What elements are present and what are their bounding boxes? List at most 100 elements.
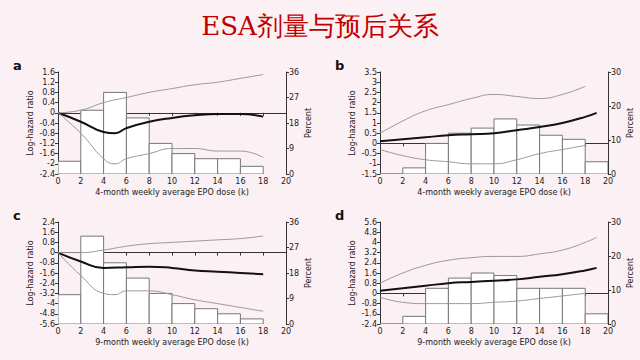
svg-text:4: 4 bbox=[101, 327, 106, 336]
svg-text:-2.4: -2.4 bbox=[39, 170, 55, 179]
svg-text:1: 1 bbox=[372, 119, 377, 128]
svg-text:8: 8 bbox=[469, 327, 474, 336]
svg-text:1.2: 1.2 bbox=[42, 78, 55, 87]
svg-text:27: 27 bbox=[289, 243, 299, 252]
svg-text:ESA剂量与预后关系: ESA剂量与预后关系 bbox=[201, 11, 439, 41]
svg-text:9-month weekly average EPO dos: 9-month weekly average EPO dose (k) bbox=[417, 338, 571, 347]
svg-text:Percent: Percent bbox=[626, 258, 635, 288]
svg-text:1.6: 1.6 bbox=[364, 269, 377, 278]
svg-text:27: 27 bbox=[289, 93, 299, 102]
svg-text:0: 0 bbox=[55, 177, 60, 186]
svg-text:4: 4 bbox=[101, 177, 106, 186]
svg-text:0.4: 0.4 bbox=[42, 98, 55, 107]
svg-text:6: 6 bbox=[124, 327, 129, 336]
svg-text:b: b bbox=[335, 58, 344, 73]
svg-text:18: 18 bbox=[580, 177, 590, 186]
svg-text:8: 8 bbox=[147, 177, 152, 186]
svg-text:2: 2 bbox=[372, 98, 377, 107]
svg-text:2: 2 bbox=[400, 327, 405, 336]
svg-text:Percent: Percent bbox=[304, 258, 313, 288]
svg-text:10: 10 bbox=[489, 177, 499, 186]
svg-text:Percent: Percent bbox=[626, 108, 635, 138]
svg-text:6: 6 bbox=[124, 177, 129, 186]
svg-text:a: a bbox=[13, 58, 22, 73]
svg-text:Percent: Percent bbox=[304, 108, 313, 138]
svg-text:14: 14 bbox=[535, 327, 545, 336]
svg-text:1.6: 1.6 bbox=[42, 228, 55, 237]
svg-text:2.4: 2.4 bbox=[364, 258, 377, 267]
svg-text:9: 9 bbox=[289, 294, 294, 303]
svg-text:3.5: 3.5 bbox=[364, 68, 377, 77]
svg-text:2: 2 bbox=[78, 177, 83, 186]
svg-text:14: 14 bbox=[213, 177, 223, 186]
svg-text:10: 10 bbox=[489, 327, 499, 336]
svg-text:0: 0 bbox=[50, 248, 55, 257]
svg-text:18: 18 bbox=[289, 119, 299, 128]
svg-text:3: 3 bbox=[372, 78, 377, 87]
svg-text:-0.8: -0.8 bbox=[39, 258, 55, 267]
svg-text:20: 20 bbox=[281, 327, 291, 336]
svg-text:-4.8: -4.8 bbox=[39, 309, 55, 318]
svg-text:9: 9 bbox=[289, 144, 294, 153]
svg-text:36: 36 bbox=[289, 218, 299, 227]
svg-text:-2: -2 bbox=[47, 159, 55, 168]
svg-text:-0.5: -0.5 bbox=[361, 149, 377, 158]
svg-text:-1.5: -1.5 bbox=[361, 170, 377, 179]
svg-text:10: 10 bbox=[611, 286, 621, 295]
svg-text:9-month weekly average EPO dos: 9-month weekly average EPO dose (k) bbox=[95, 338, 249, 347]
svg-text:5.6: 5.6 bbox=[364, 218, 377, 227]
svg-text:30: 30 bbox=[611, 218, 621, 227]
svg-text:14: 14 bbox=[535, 177, 545, 186]
svg-text:6: 6 bbox=[446, 327, 451, 336]
svg-text:30: 30 bbox=[611, 68, 621, 77]
svg-text:-3.2: -3.2 bbox=[39, 289, 55, 298]
svg-text:Log-hazard ratio: Log-hazard ratio bbox=[348, 240, 357, 306]
svg-text:0.8: 0.8 bbox=[364, 279, 377, 288]
svg-text:4-month weekly average EPO dos: 4-month weekly average EPO dose (k) bbox=[417, 188, 571, 197]
svg-text:36: 36 bbox=[289, 68, 299, 77]
svg-text:18: 18 bbox=[580, 327, 590, 336]
svg-text:0: 0 bbox=[372, 139, 377, 148]
svg-text:-0.8: -0.8 bbox=[361, 299, 377, 308]
svg-text:-1.6: -1.6 bbox=[39, 269, 55, 278]
svg-text:4: 4 bbox=[423, 177, 428, 186]
svg-text:0.5: 0.5 bbox=[364, 129, 377, 138]
svg-text:20: 20 bbox=[603, 177, 613, 186]
svg-text:2.4: 2.4 bbox=[42, 218, 55, 227]
svg-text:0.8: 0.8 bbox=[42, 88, 55, 97]
svg-text:2: 2 bbox=[400, 177, 405, 186]
svg-text:c: c bbox=[13, 208, 21, 223]
svg-text:2: 2 bbox=[78, 327, 83, 336]
svg-text:18: 18 bbox=[258, 327, 268, 336]
svg-text:14: 14 bbox=[213, 327, 223, 336]
svg-text:20: 20 bbox=[281, 177, 291, 186]
svg-text:16: 16 bbox=[557, 177, 567, 186]
svg-text:12: 12 bbox=[512, 327, 522, 336]
svg-text:12: 12 bbox=[190, 177, 200, 186]
svg-text:Log-hazard ratio: Log-hazard ratio bbox=[26, 90, 35, 156]
svg-text:-5.6: -5.6 bbox=[39, 320, 55, 329]
svg-text:1.6: 1.6 bbox=[42, 68, 55, 77]
svg-text:16: 16 bbox=[557, 327, 567, 336]
svg-text:-1.6: -1.6 bbox=[39, 149, 55, 158]
svg-text:0: 0 bbox=[377, 327, 382, 336]
svg-text:18: 18 bbox=[289, 269, 299, 278]
svg-text:20: 20 bbox=[603, 327, 613, 336]
svg-text:0: 0 bbox=[50, 108, 55, 117]
svg-text:-1.2: -1.2 bbox=[39, 139, 55, 148]
svg-text:6: 6 bbox=[446, 177, 451, 186]
svg-text:10: 10 bbox=[611, 136, 621, 145]
svg-text:0.8: 0.8 bbox=[42, 238, 55, 247]
svg-text:Log-hazard ratio: Log-hazard ratio bbox=[26, 240, 35, 306]
svg-text:4.8: 4.8 bbox=[364, 228, 377, 237]
svg-text:Log-hazard ratio: Log-hazard ratio bbox=[348, 90, 357, 156]
svg-text:-1.6: -1.6 bbox=[361, 309, 377, 318]
svg-text:2.5: 2.5 bbox=[364, 88, 377, 97]
svg-text:12: 12 bbox=[190, 327, 200, 336]
svg-text:-0.8: -0.8 bbox=[39, 129, 55, 138]
svg-text:-1: -1 bbox=[369, 159, 377, 168]
svg-text:10: 10 bbox=[167, 327, 177, 336]
svg-text:-2.4: -2.4 bbox=[361, 320, 377, 329]
svg-text:d: d bbox=[335, 208, 344, 223]
svg-text:-4: -4 bbox=[47, 299, 55, 308]
